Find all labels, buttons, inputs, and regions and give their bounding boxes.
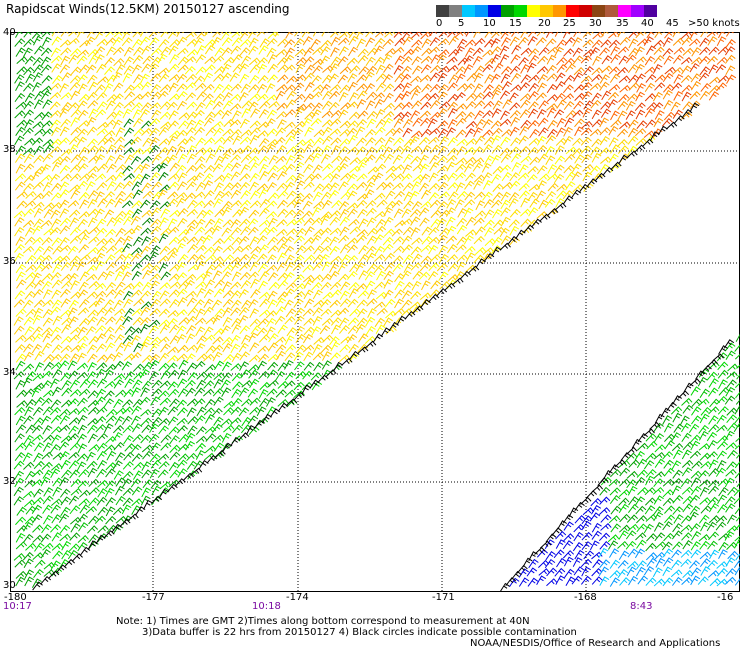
colorbar-swatch xyxy=(566,5,579,17)
colorbar-label: 40 xyxy=(641,18,654,29)
colorbar-swatch xyxy=(462,5,475,17)
note-line-2: 3)Data buffer is 22 hrs from 20150127 4)… xyxy=(142,627,577,638)
wind-map-plot xyxy=(10,32,740,592)
colorbar-label: 0 xyxy=(436,18,443,29)
colorbar-label: 20 xyxy=(538,18,551,29)
lon-label-180: -180 xyxy=(4,592,27,603)
time-label-1017: 10:17 xyxy=(3,601,32,612)
lat-label-34: 34 xyxy=(3,367,16,378)
colorbar-swatch xyxy=(514,5,527,17)
colorbar-swatch xyxy=(475,5,488,17)
colorbar-labels: 0 5 10 15 20 25 30 35 40 45 >50 knots xyxy=(436,17,740,29)
colorbar-swatch xyxy=(436,5,449,17)
colorbar-swatch xyxy=(449,5,462,17)
lon-label-174: -174 xyxy=(286,592,309,603)
notes-block: Note: 1) Times are GMT 2)Times along bot… xyxy=(116,616,577,638)
colorbar-label: 25 xyxy=(563,18,576,29)
colorbar-swatch xyxy=(488,5,501,17)
colorbar-swatch xyxy=(540,5,553,17)
lat-label-30: 30 xyxy=(3,580,16,591)
lat-label-38: 38 xyxy=(3,144,16,155)
colorbar-swatch xyxy=(631,5,644,17)
time-label-1018: 10:18 xyxy=(252,601,281,612)
colorbar-swatch xyxy=(501,5,514,17)
lat-label-36: 36 xyxy=(3,256,16,267)
colorbar-label: 35 xyxy=(616,18,629,29)
lon-label-177: -177 xyxy=(142,592,165,603)
colorbar-swatch xyxy=(618,5,631,17)
colorbar-label: 10 xyxy=(483,18,496,29)
lon-label-168: -168 xyxy=(574,592,597,603)
colorbar-label: 45 xyxy=(666,18,679,29)
lat-label-40: 40 xyxy=(3,27,16,38)
lon-label-165: -16 xyxy=(717,592,734,603)
map-title: Rapidscat Winds(12.5KM) 20150127 ascendi… xyxy=(6,2,290,16)
colorbar-swatch xyxy=(527,5,540,17)
colorbar-swatch xyxy=(579,5,592,17)
colorbar-label: >50 knots xyxy=(688,18,740,29)
wind-map-canvas xyxy=(10,32,740,592)
colorbar-swatch xyxy=(644,5,657,17)
colorbar-swatches xyxy=(436,5,736,17)
colorbar-label: 15 xyxy=(509,18,522,29)
lon-label-171: -171 xyxy=(432,592,455,603)
note-line-1: Note: 1) Times are GMT 2)Times along bot… xyxy=(116,616,530,627)
lat-label-32: 32 xyxy=(3,476,16,487)
time-label-0843: 8:43 xyxy=(630,601,653,612)
colorbar-swatch xyxy=(592,5,605,17)
colorbar-swatch xyxy=(605,5,618,17)
wind-speed-colorbar: 0 5 10 15 20 25 30 35 40 45 >50 knots xyxy=(436,5,740,29)
colorbar-swatch xyxy=(553,5,566,17)
colorbar-label: 5 xyxy=(458,18,465,29)
colorbar-label: 30 xyxy=(589,18,602,29)
credit-line: NOAA/NESDIS/Office of Research and Appli… xyxy=(470,638,721,649)
